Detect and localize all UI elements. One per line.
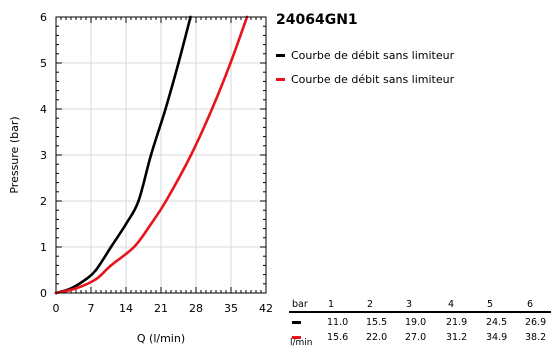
table-cell: 26.9	[525, 317, 547, 328]
series-point	[164, 199, 168, 203]
legend-item-red: Courbe de débit sans limiteur	[276, 72, 454, 87]
table-cell: 34.9	[486, 332, 508, 343]
y-tick-label: 2	[40, 195, 47, 208]
table-header-cell: 1	[328, 299, 335, 310]
y-axis-label: Pressure (bar)	[8, 116, 21, 193]
table-cell: 31.2	[446, 332, 468, 343]
tick-labels: 0 7 14 21 28 35 42 0 1 2 3 4 5 6	[40, 11, 273, 315]
table-header-cell: 5	[487, 299, 494, 310]
table-header-cell: 4	[448, 299, 455, 310]
y-tick-label: 5	[40, 57, 47, 70]
x-tick-label: 21	[154, 302, 168, 315]
table-cell: 19.0	[405, 317, 427, 328]
x-tick-label: 42	[259, 302, 273, 315]
legend: Courbe de débit sans limiteur Courbe de …	[276, 48, 454, 96]
y-tick-label: 0	[40, 287, 47, 300]
plot-frame	[55, 16, 267, 294]
series-point	[109, 245, 113, 249]
table-header-cell: 3	[406, 299, 413, 310]
y-tick-label: 4	[40, 103, 47, 116]
table-cell: 38.2	[525, 332, 547, 343]
table-cell: 21.9	[446, 317, 468, 328]
table-cell: 11.0	[327, 317, 349, 328]
table-header-cell: 6	[527, 299, 534, 310]
table-row: 11.0 15.5 19.0 21.9 24.5 26.9	[289, 315, 551, 330]
y-tick-label: 3	[40, 149, 47, 162]
row-swatch	[292, 321, 301, 324]
legend-label: Courbe de débit sans limiteur	[291, 49, 455, 62]
x-tick-label: 28	[189, 302, 203, 315]
chart-title: 24064GN1	[276, 12, 358, 28]
series-point	[210, 107, 214, 111]
series-point	[74, 287, 78, 290]
series-point	[132, 245, 136, 249]
table-header-cell: 2	[367, 299, 374, 310]
series-layer	[54, 15, 249, 295]
series-point	[149, 153, 153, 157]
series-point	[124, 222, 128, 226]
table-cell: 22.0	[366, 332, 388, 343]
series-point	[137, 199, 140, 203]
table-header: bar 1 2 3 4 5 6	[289, 299, 551, 313]
series-point	[84, 277, 88, 281]
legend-swatch	[276, 78, 285, 81]
table-row: 15.6 22.0 27.0 31.2 34.9 38.2	[289, 330, 551, 345]
series-point	[109, 264, 113, 267]
y-tick-label: 6	[40, 11, 47, 24]
series-point	[164, 107, 167, 111]
table-cell: 15.5	[366, 317, 388, 328]
legend-item-black: Courbe de débit sans limiteur	[276, 48, 454, 63]
x-tick-label: 0	[53, 302, 60, 315]
x-axis-label: Q (l/min)	[137, 332, 185, 345]
series-point	[94, 268, 98, 272]
flow-table: bar 1 2 3 4 5 6 11.0 15.5 19.0 21.9 24.5…	[289, 299, 551, 345]
legend-label: Courbe de débit sans limiteur	[291, 73, 455, 86]
series-point	[149, 222, 153, 226]
series-point	[177, 61, 180, 65]
x-tick-label: 35	[224, 302, 238, 315]
x-tick-label: 14	[119, 302, 133, 315]
table-rule	[289, 311, 551, 313]
grid	[56, 17, 266, 293]
y-tick-label: 1	[40, 241, 47, 254]
series-point	[94, 277, 98, 281]
series-point	[189, 153, 193, 157]
table-cell: 15.6	[327, 332, 349, 343]
row-swatch	[292, 336, 301, 339]
table-cell: 27.0	[405, 332, 427, 343]
series-point	[229, 61, 232, 65]
table-header-unit: bar	[292, 299, 308, 310]
table-unit-label: l/min	[290, 338, 313, 348]
legend-swatch	[276, 54, 285, 57]
x-tick-label: 7	[88, 302, 95, 315]
table-cell: 24.5	[486, 317, 508, 328]
